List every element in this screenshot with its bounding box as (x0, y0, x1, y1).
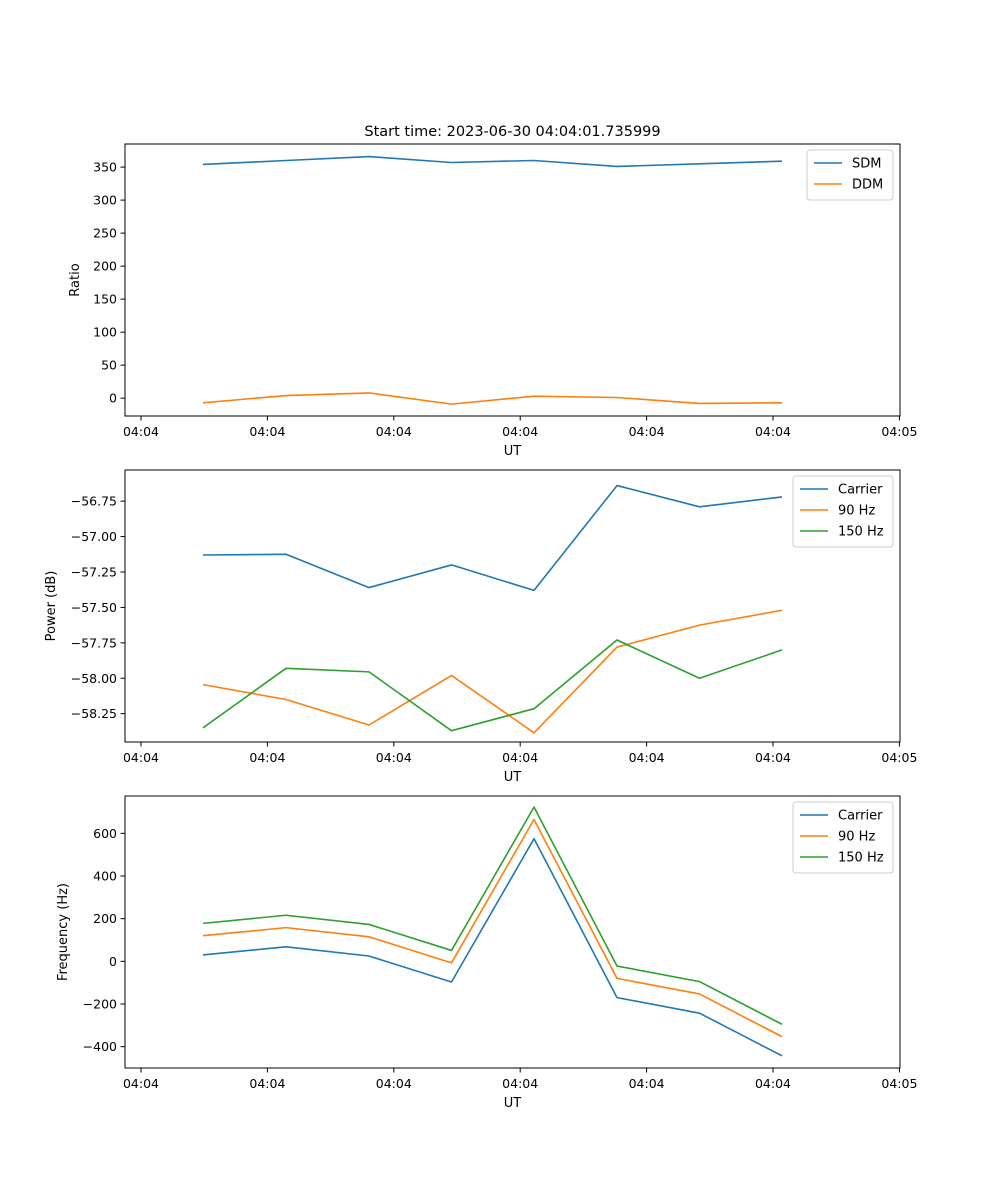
x-tick-label: 04:04 (629, 1076, 665, 1091)
legend-box (792, 801, 894, 874)
legend-label: 90 Hz (838, 830, 875, 845)
x-axis-label: UT (504, 1096, 522, 1111)
x-tick-label: 04:05 (881, 1076, 917, 1091)
y-tick-label: 350 (93, 160, 117, 175)
chart-panel-1: 04:04 04:04 04:04 04:04 04:04 04:04 04:05 0 50 10… (68, 143, 917, 459)
x-tick-label: 04:04 (249, 750, 285, 765)
legend-label: 150 Hz (838, 851, 884, 866)
x-tick-label: 04:04 (376, 750, 412, 765)
y-tick-label: −200 (83, 997, 117, 1012)
y-tick-label: 150 (93, 292, 117, 307)
y-tick-label: 100 (93, 325, 117, 340)
y-tick-label: −57.50 (71, 600, 117, 615)
legend-label: Carrier (838, 483, 883, 498)
x-tick-label: 04:04 (629, 424, 665, 439)
y-tick-label: 200 (93, 259, 117, 274)
legend-box (792, 475, 894, 548)
y-tick-label: 0 (109, 391, 117, 406)
legend: SDM DDM (806, 149, 894, 201)
y-tick-label: 600 (93, 826, 117, 841)
y-tick-label: 200 (93, 911, 117, 926)
y-tick-label: −57.00 (71, 529, 117, 544)
y-tick-label: 400 (93, 869, 117, 884)
series-line-sdm (202, 155, 783, 168)
y-tick-label: −57.25 (71, 565, 117, 580)
series-line-150-hz (202, 806, 783, 1025)
x-tick-label: 04:04 (502, 1076, 538, 1091)
y-axis-label: Power (dB) (44, 571, 59, 642)
x-tick-label: 04:04 (123, 424, 159, 439)
y-tick-label: −400 (83, 1039, 117, 1054)
x-tick-label: 04:04 (502, 424, 538, 439)
y-tick-label: 50 (101, 358, 117, 373)
series-line-ddm (202, 392, 783, 405)
axes-frame (124, 143, 901, 417)
series-line-carrier (202, 837, 783, 1057)
x-tick-label: 04:04 (123, 750, 159, 765)
legend-label: 150 Hz (838, 525, 884, 540)
x-tick-label: 04:05 (881, 424, 917, 439)
x-axis-label: UT (504, 444, 522, 459)
x-tick-label: 04:04 (755, 1076, 791, 1091)
figure-title: Start time: 2023-06-30 04:04:01.735999 (364, 124, 660, 140)
x-tick-label: 04:04 (502, 750, 538, 765)
x-axis-label: UT (504, 770, 522, 785)
y-tick-label: −57.75 (71, 635, 117, 650)
legend-label: Carrier (838, 809, 883, 824)
y-tick-label: −58.00 (71, 671, 117, 686)
axes-frame (124, 795, 901, 1069)
x-tick-label: 04:04 (249, 424, 285, 439)
series-line-90-hz (202, 609, 783, 734)
series-line-90-hz (202, 818, 783, 1038)
x-tick-label: 04:04 (755, 750, 791, 765)
chart-panel-2: 04:04 04:04 04:04 04:04 04:04 04:04 04:05 −58.2… (44, 469, 917, 785)
x-tick-label: 04:04 (123, 1076, 159, 1091)
y-tick-label: 0 (109, 954, 117, 969)
x-tick-label: 04:04 (755, 424, 791, 439)
y-tick-label: 300 (93, 193, 117, 208)
series-line-carrier (202, 484, 783, 592)
x-tick-label: 04:04 (376, 424, 412, 439)
legend-label: DDM (852, 178, 883, 193)
y-tick-label: −58.25 (71, 706, 117, 721)
y-axis-label: Ratio (68, 263, 83, 296)
legend: Carrier 90 Hz 150 Hz (792, 801, 894, 874)
y-axis-label: Frequency (Hz) (56, 883, 71, 981)
axes-frame (124, 469, 901, 743)
legend-label: 90 Hz (838, 504, 875, 519)
chart-panel-3: 04:04 04:04 04:04 04:04 04:04 04:04 04:05 −400 −… (56, 795, 917, 1111)
x-tick-label: 04:05 (881, 750, 917, 765)
x-tick-label: 04:04 (629, 750, 665, 765)
x-tick-label: 04:04 (249, 1076, 285, 1091)
legend: Carrier 90 Hz 150 Hz (792, 475, 894, 548)
y-tick-label: −56.75 (71, 494, 117, 509)
legend-label: SDM (852, 157, 881, 172)
series-line-150-hz (202, 639, 783, 732)
x-tick-label: 04:04 (376, 1076, 412, 1091)
y-tick-label: 250 (93, 226, 117, 241)
